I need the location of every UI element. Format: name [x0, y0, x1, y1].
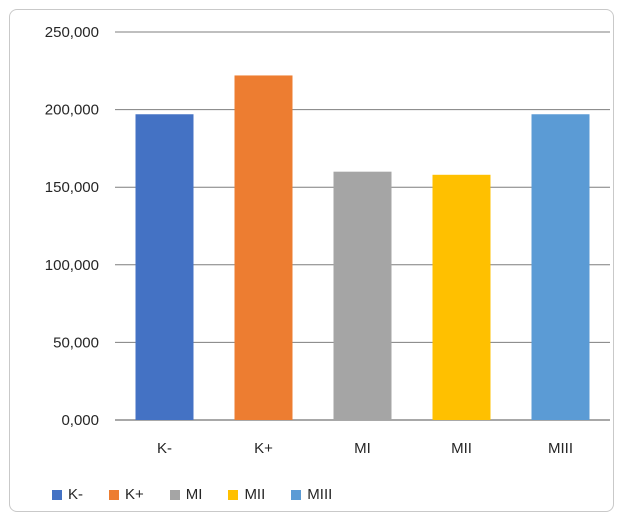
legend-label: K+ — [125, 486, 144, 503]
y-axis-ticks: 0,000 50,000 100,000 150,000 200,000 250,000 — [45, 24, 99, 429]
bar — [531, 114, 590, 421]
legend-item: K+ — [109, 486, 144, 503]
y-tick-label: 200,000 — [45, 102, 99, 119]
bar — [234, 75, 293, 421]
legend-item: MIII — [291, 486, 332, 503]
x-tick-label: MIII — [548, 440, 573, 457]
legend-swatch — [291, 489, 302, 500]
bar — [333, 171, 392, 420]
gridlines — [115, 31, 610, 421]
x-tick-label: MII — [451, 440, 472, 457]
bars — [135, 75, 590, 421]
legend-label: MI — [185, 486, 203, 503]
legend-label: MIII — [307, 486, 333, 503]
x-tick-label: K- — [157, 440, 172, 457]
legend-swatch — [228, 489, 239, 500]
chart-frame — [9, 9, 614, 512]
y-tick-label: 100,000 — [45, 257, 99, 274]
legend-item: MI — [169, 486, 203, 503]
legend-label: K- — [68, 486, 83, 503]
x-tick-label: K+ — [254, 440, 273, 457]
y-tick-label: 250,000 — [45, 24, 99, 41]
legend-swatch — [109, 489, 119, 500]
bar — [135, 114, 194, 421]
legend-swatch — [52, 489, 62, 500]
legend: K- K+ MI MII MIII — [52, 486, 358, 503]
bar — [432, 174, 491, 420]
y-tick-label: 50,000 — [53, 334, 99, 351]
x-tick-label: MI — [354, 440, 371, 457]
y-tick-label: 150,000 — [45, 179, 99, 196]
x-axis-ticks: K- K+ MI MII MIII — [157, 440, 573, 457]
y-tick-label: 0,000 — [61, 412, 99, 429]
legend-label: MII — [244, 486, 266, 503]
legend-item: MII — [228, 486, 265, 503]
legend-swatch — [169, 489, 180, 500]
legend-item: K- — [52, 486, 83, 503]
